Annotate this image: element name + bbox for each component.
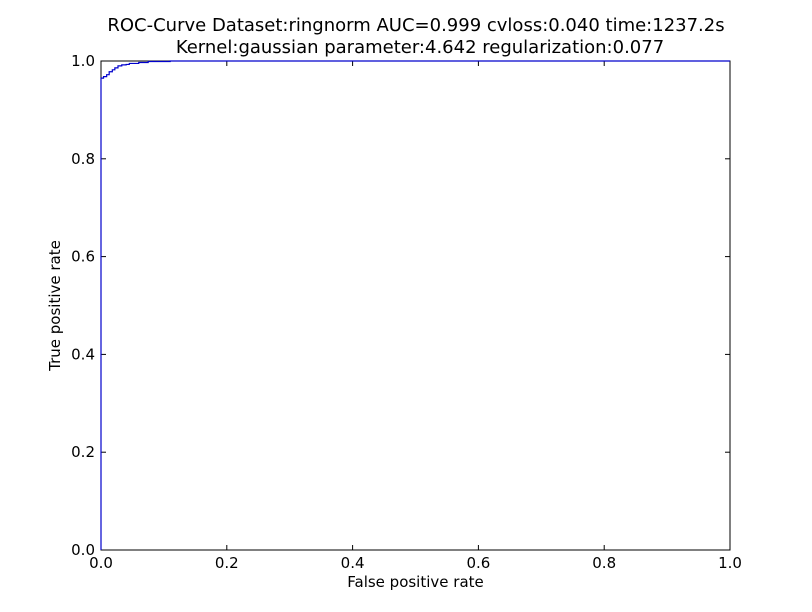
x-tick-label: 0.0	[89, 554, 113, 572]
roc-curve-line	[100, 60, 730, 550]
x-tick-label: 0.2	[215, 554, 239, 572]
chart-title-line1: ROC-Curve Dataset:ringnorm AUC=0.999 cvl…	[107, 15, 724, 36]
x-tick-label: 1.0	[718, 554, 742, 572]
y-tick-label: 0.2	[71, 443, 95, 461]
y-axis-ticks: 0.0 0.2 0.4 0.6 0.8 1.0	[71, 52, 730, 559]
x-tick-label: 0.8	[592, 554, 616, 572]
x-axis-ticks: 0.0 0.2 0.4 0.6 0.8 1.0	[89, 61, 742, 572]
x-tick-label: 0.6	[466, 554, 490, 572]
y-tick-label: 0.0	[71, 541, 95, 559]
y-tick-label: 0.8	[71, 150, 95, 168]
y-tick-label: 1.0	[71, 52, 95, 70]
x-tick-label: 0.4	[341, 554, 365, 572]
series-layer	[100, 60, 730, 550]
y-axis-label: True positive rate	[46, 240, 64, 372]
y-tick-label: 0.6	[71, 248, 95, 266]
chart-title-line2: Kernel:gaussian parameter:4.642 regulari…	[176, 37, 664, 58]
y-tick-label: 0.4	[71, 345, 95, 363]
plot-area-frame	[100, 60, 731, 551]
x-axis-label: False positive rate	[347, 573, 484, 591]
